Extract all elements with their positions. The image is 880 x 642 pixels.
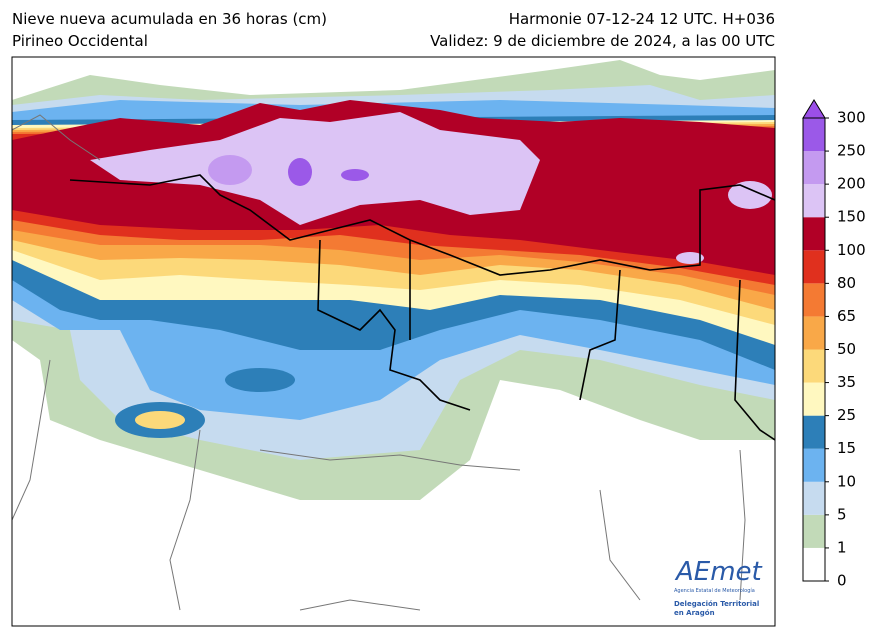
logo: AEmet Agencia Estatal de Meteorología De… (674, 557, 763, 617)
colorbar-label: 35 (837, 373, 856, 391)
colorbar-swatch (803, 184, 825, 218)
subtitle-left: Pirineo Occidental (12, 32, 148, 50)
colorbar-swatch (803, 250, 825, 284)
colorbar-label: 200 (837, 175, 866, 193)
logo-line2: en Aragón (674, 609, 715, 617)
colorbar-label: 10 (837, 472, 856, 490)
colorbar-swatch (803, 118, 825, 152)
colorbar-label: 5 (837, 505, 847, 523)
colorbar-label: 65 (837, 307, 856, 325)
colorbar-label: 300 (837, 109, 866, 127)
colorbar-label: 0 (837, 572, 847, 590)
colorbar-swatch (803, 217, 825, 251)
colorbar-label: 100 (837, 241, 866, 259)
colorbar-label: 250 (837, 142, 866, 160)
logo-name: AEmet (674, 557, 763, 587)
colorbar-swatch (803, 448, 825, 482)
logo-agency: Agencia Estatal de Meteorología (674, 587, 755, 594)
colorbar-label: 50 (837, 340, 856, 358)
subtitle-right: Validez: 9 de diciembre de 2024, a las 0… (430, 32, 775, 50)
colorbar-swatch (803, 151, 825, 185)
colorbar-swatch (803, 382, 825, 416)
colorbar-swatch (803, 547, 825, 581)
title-right: Harmonie 07-12-24 12 UTC. H+036 (509, 10, 775, 28)
colorbar-extend (802, 99, 826, 119)
title-left: Nieve nueva acumulada en 36 horas (cm) (12, 10, 327, 28)
colorbar-swatch (803, 415, 825, 449)
logo-line1: Delegación Territorial (674, 600, 759, 608)
map-frame (11, 56, 776, 627)
colorbar-label: 1 (837, 538, 847, 556)
colorbar-swatch (803, 349, 825, 383)
colorbar-swatch (803, 283, 825, 317)
colorbar-swatch (803, 514, 825, 548)
map (12, 57, 775, 626)
colorbar-label: 150 (837, 208, 866, 226)
colorbar-label: 25 (837, 406, 856, 424)
colorbar-label: 15 (837, 439, 856, 457)
colorbar-swatch (803, 481, 825, 515)
colorbar-label: 80 (837, 274, 856, 292)
colorbar-swatch (803, 316, 825, 350)
